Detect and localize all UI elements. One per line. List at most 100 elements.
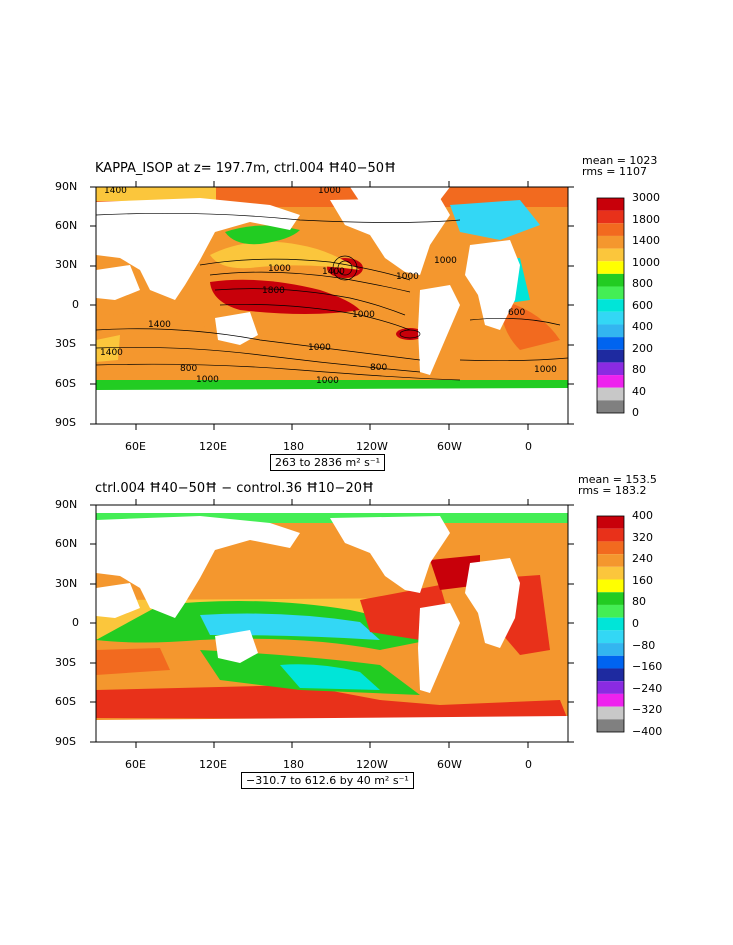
south-america-land xyxy=(418,603,460,693)
colorbar-swatch xyxy=(597,579,624,593)
colorbar-swatch xyxy=(597,273,624,287)
colorbar-label: −320 xyxy=(632,703,663,717)
panel1-colorbar xyxy=(596,197,625,414)
lat-label: 0 xyxy=(72,616,79,629)
eurasia-land xyxy=(96,516,300,618)
colorbar-label: 160 xyxy=(632,573,653,587)
southern-ocean-max xyxy=(96,685,568,720)
contour-labels: 1400 1000 1400 1800 1400 1000 1000 1000 … xyxy=(100,186,557,386)
colorbar-swatch xyxy=(597,592,624,605)
contour-label: 1000 xyxy=(434,256,457,266)
contour-label: 1000 xyxy=(318,186,341,196)
colorbar-swatch xyxy=(597,541,624,555)
lat-label: 60N xyxy=(55,537,78,550)
colorbar-swatch xyxy=(597,198,624,211)
colorbar-swatch xyxy=(597,311,624,325)
colorbar-swatch xyxy=(597,286,624,300)
lat-label: 60S xyxy=(55,377,76,390)
lon-label: 180 xyxy=(283,758,304,771)
lat-label: 90N xyxy=(55,498,78,511)
lon-label: 120E xyxy=(199,758,227,771)
india-land xyxy=(96,583,140,618)
lat-label: 30S xyxy=(55,656,76,669)
colorbar-label: 200 xyxy=(632,341,653,355)
colorbar-label: −400 xyxy=(632,725,663,738)
antarctica-land xyxy=(96,388,568,424)
africa-land xyxy=(465,558,520,648)
colorbar-label: 1400 xyxy=(632,234,660,247)
colorbar-swatch xyxy=(597,375,624,388)
contour-label: 800 xyxy=(180,364,197,374)
colorbar-label: 400 xyxy=(632,509,653,522)
colorbar-label: 80 xyxy=(632,363,646,376)
colorbar-swatch xyxy=(597,693,624,707)
contour-label: 1000 xyxy=(196,375,219,385)
colorbar-label: 80 xyxy=(632,595,646,609)
north-america-land xyxy=(330,198,450,275)
lat-label: 90N xyxy=(55,180,78,193)
colorbar-swatch xyxy=(597,337,624,350)
contour-label: 600 xyxy=(508,308,525,318)
colorbar-frame xyxy=(596,197,625,414)
colorbar-swatch xyxy=(597,210,624,224)
colorbar-frame xyxy=(596,515,625,733)
colorbar-label: 0 xyxy=(632,406,639,419)
colorbar-swatch xyxy=(597,604,624,618)
panel1-title: KAPPA_ISOP at z= 197.7m, ctrl.004 Ħ40−50… xyxy=(95,161,396,176)
panel2-rms: rms = 183.2 xyxy=(578,484,647,497)
north-atlantic-field xyxy=(450,200,540,240)
contour-label: 1400 xyxy=(104,186,127,196)
panel2-colorbar xyxy=(596,515,625,733)
lon-label: 60W xyxy=(437,440,462,453)
colorbar-label: 0 xyxy=(632,617,639,630)
colorbar-label: 600 xyxy=(632,298,653,312)
panel1-ticks xyxy=(90,181,574,430)
colorbar-swatch xyxy=(597,681,624,694)
australia-land xyxy=(215,630,258,663)
lat-label: 90S xyxy=(55,416,76,429)
india-land xyxy=(96,265,140,300)
antarctica-land xyxy=(96,716,568,742)
colorbar-label: 240 xyxy=(632,552,653,566)
africa-land xyxy=(465,240,520,330)
colorbar-swatch xyxy=(597,668,624,682)
lat-label: 30N xyxy=(55,258,78,271)
contour-lines xyxy=(96,212,568,381)
contour-label: 1400 xyxy=(322,267,345,277)
colorbar-label: 400 xyxy=(632,320,653,333)
australia-land xyxy=(215,312,258,345)
colorbar-swatch xyxy=(597,299,624,312)
colorbar-swatch xyxy=(597,655,624,669)
colorbar-label: 1000 xyxy=(632,255,660,269)
colorbar-swatch xyxy=(597,643,624,656)
lon-label: 120W xyxy=(356,758,388,771)
contour-label: 1800 xyxy=(262,286,285,296)
colorbar-label: 320 xyxy=(632,530,653,544)
contour-label: 1000 xyxy=(396,272,419,282)
lat-label: 30S xyxy=(55,337,76,350)
colorbar-swatch xyxy=(597,248,624,262)
lat-label: 0 xyxy=(72,298,79,311)
contour-label: 800 xyxy=(370,363,387,373)
lon-label: 0 xyxy=(525,758,532,771)
colorbar-swatch xyxy=(597,387,624,401)
colorbar-swatch xyxy=(597,554,624,567)
colorbar-swatch xyxy=(597,235,624,249)
contour-label: 1400 xyxy=(148,320,171,330)
colorbar-swatch xyxy=(597,400,624,413)
colorbar-swatch xyxy=(597,566,624,580)
contour-label: 1000 xyxy=(352,310,375,320)
lon-label: 120W xyxy=(356,440,388,453)
panel2-range-label: −310.7 to 612.6 by 40 m² s⁻¹ xyxy=(241,772,414,789)
colorbar-swatch xyxy=(597,324,624,338)
colorbar-swatch xyxy=(597,261,624,274)
lat-label: 30N xyxy=(55,577,78,590)
contour-label: 1000 xyxy=(534,365,557,375)
colorbar-label: 800 xyxy=(632,277,653,290)
lon-label: 180 xyxy=(283,440,304,453)
lon-label: 60E xyxy=(125,758,146,771)
colorbar-label: 1800 xyxy=(632,212,660,226)
panel2-title: ctrl.004 Ħ40−50Ħ − control.36 Ħ10−20Ħ xyxy=(95,481,374,496)
panel1-rms: rms = 1107 xyxy=(582,165,647,178)
